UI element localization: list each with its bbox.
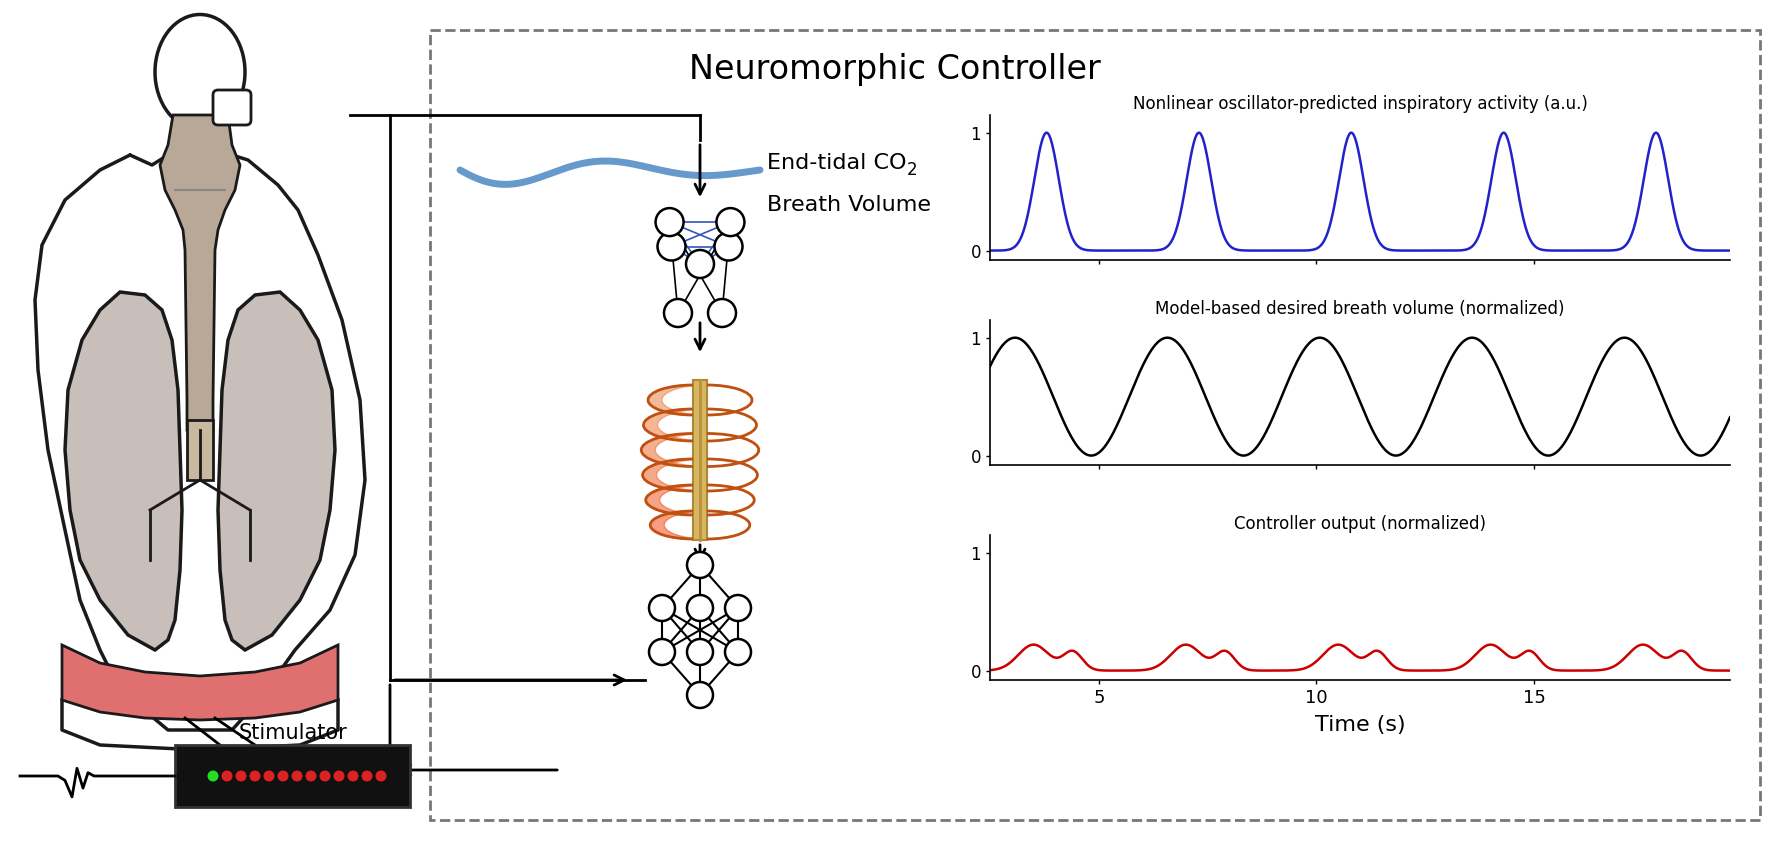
Polygon shape <box>160 115 239 430</box>
Polygon shape <box>642 434 707 467</box>
Circle shape <box>665 299 691 327</box>
Bar <box>176 745 410 807</box>
X-axis label: Time (s): Time (s) <box>1316 716 1406 735</box>
Circle shape <box>236 771 246 782</box>
Polygon shape <box>218 292 335 650</box>
Polygon shape <box>186 420 213 480</box>
Polygon shape <box>644 409 707 441</box>
Circle shape <box>250 771 261 782</box>
Bar <box>431 30 1761 820</box>
Circle shape <box>686 250 715 278</box>
Circle shape <box>305 771 317 782</box>
Circle shape <box>658 233 686 261</box>
Circle shape <box>333 771 344 782</box>
FancyBboxPatch shape <box>213 90 252 125</box>
Circle shape <box>686 595 713 621</box>
Circle shape <box>686 682 713 708</box>
Circle shape <box>319 771 330 782</box>
Circle shape <box>207 771 218 782</box>
Bar <box>693 380 707 540</box>
Text: Neuromorphic Controller: Neuromorphic Controller <box>690 53 1101 86</box>
Polygon shape <box>647 385 707 415</box>
Text: End-tidal CO: End-tidal CO <box>768 153 906 173</box>
Polygon shape <box>651 511 707 539</box>
Text: Stimulator: Stimulator <box>238 723 348 743</box>
Circle shape <box>686 639 713 665</box>
Circle shape <box>725 595 752 621</box>
Circle shape <box>686 552 713 578</box>
Title: Controller output (normalized): Controller output (normalized) <box>1234 516 1486 533</box>
Polygon shape <box>66 292 183 650</box>
Text: 2: 2 <box>908 161 918 179</box>
Circle shape <box>291 771 303 782</box>
Polygon shape <box>645 485 707 515</box>
Circle shape <box>716 208 745 236</box>
Circle shape <box>222 771 232 782</box>
Circle shape <box>348 771 358 782</box>
Ellipse shape <box>154 14 245 129</box>
Circle shape <box>649 595 676 621</box>
Polygon shape <box>642 459 707 491</box>
Title: Model-based desired breath volume (normalized): Model-based desired breath volume (norma… <box>1156 300 1566 318</box>
Circle shape <box>264 771 275 782</box>
Circle shape <box>649 639 676 665</box>
Circle shape <box>707 299 736 327</box>
Title: Nonlinear oscillator-predicted inspiratory activity (a.u.): Nonlinear oscillator-predicted inspirato… <box>1133 95 1587 113</box>
Circle shape <box>278 771 289 782</box>
Circle shape <box>715 233 743 261</box>
Circle shape <box>376 771 387 782</box>
Circle shape <box>362 771 372 782</box>
Circle shape <box>656 208 684 236</box>
Polygon shape <box>62 645 339 720</box>
Text: Breath Volume: Breath Volume <box>768 195 931 215</box>
Circle shape <box>725 639 752 665</box>
